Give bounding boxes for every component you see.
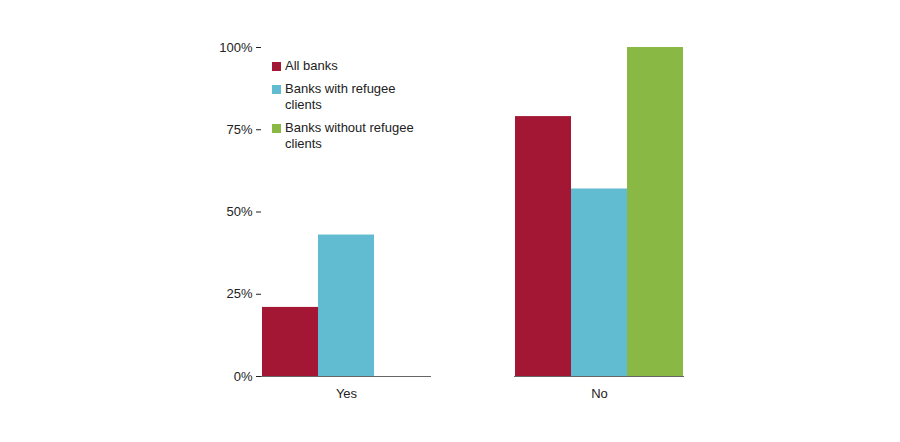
html-text:Banks without refugee clients: Banks without refugee clients: [285, 120, 414, 151]
svg-text:0%: 0%: [234, 369, 253, 384]
svg-text:100%: 100%: [219, 40, 253, 55]
svg-text:25%: 25%: [226, 286, 252, 301]
svg-text:No: No: [591, 386, 608, 401]
html-text:All banks: All banks: [285, 58, 338, 73]
svg-text:75%: 75%: [226, 122, 252, 137]
html-text:Banks with refugee clients: Banks with refugee clients: [285, 81, 396, 112]
svg-text:50%: 50%: [226, 204, 252, 219]
svg-text:Yes: Yes: [336, 386, 358, 401]
